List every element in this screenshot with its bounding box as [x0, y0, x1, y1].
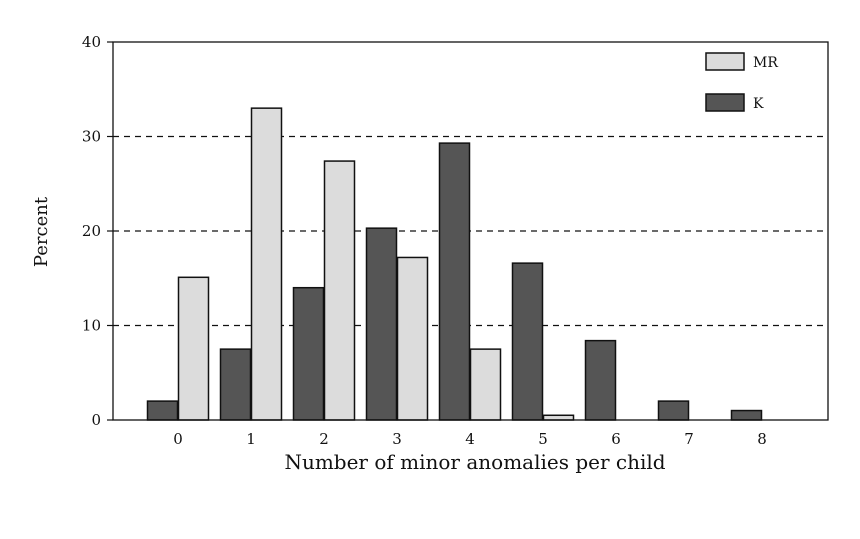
bars [146, 107, 763, 421]
x-tick-label: 3 [392, 430, 402, 448]
bar-k-0 [146, 400, 179, 421]
x-tick-label: 6 [611, 430, 621, 448]
bar-k-1 [219, 348, 252, 421]
x-tick-label: 2 [319, 430, 329, 448]
y-tick-label: 40 [82, 33, 101, 51]
y-axis-ticks: 0 10 20 30 40 [82, 33, 113, 429]
bar-mr-4 [469, 348, 502, 421]
x-axis-title: Number of minor anomalies per child [284, 450, 665, 474]
legend-label-k: K [753, 96, 764, 112]
x-axis-ticks: 0 1 2 3 4 5 6 7 8 [173, 430, 767, 448]
legend-swatch-mr [705, 52, 745, 71]
y-tick-label: 20 [82, 222, 101, 240]
bar-k-7 [657, 400, 690, 421]
x-tick-label: 4 [465, 430, 475, 448]
x-tick-label: 1 [246, 430, 256, 448]
gridlines [113, 135, 828, 327]
bar-mr-2 [323, 160, 356, 421]
bar-mr-0 [177, 276, 210, 421]
bar-k-4 [438, 142, 471, 421]
x-tick-label: 7 [684, 430, 694, 448]
bar-k-6 [584, 339, 617, 421]
legend-label-mr: MR [753, 55, 778, 71]
bar-k-2 [292, 286, 325, 421]
y-axis-title: Percent [31, 196, 52, 267]
y-tick-label: 10 [82, 317, 101, 335]
bar-k-5 [511, 262, 544, 421]
x-tick-label: 8 [757, 430, 767, 448]
y-tick-label: 0 [91, 411, 101, 429]
bar-k-8 [730, 409, 763, 421]
legend: MR K [705, 52, 778, 112]
x-tick-label: 5 [538, 430, 548, 448]
legend-swatch-k [705, 93, 745, 112]
bar-mr-5 [542, 414, 575, 421]
y-tick-label: 30 [82, 128, 101, 146]
x-tick-label: 0 [173, 430, 183, 448]
bar-k-3 [365, 227, 398, 421]
bar-mr-3 [396, 256, 429, 421]
bar-mr-1 [250, 107, 283, 421]
